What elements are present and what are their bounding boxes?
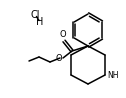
Text: H: H — [36, 17, 44, 27]
Text: O: O — [55, 54, 62, 63]
Text: Cl: Cl — [30, 10, 40, 20]
Text: NH: NH — [107, 70, 118, 79]
Text: O: O — [60, 30, 66, 39]
